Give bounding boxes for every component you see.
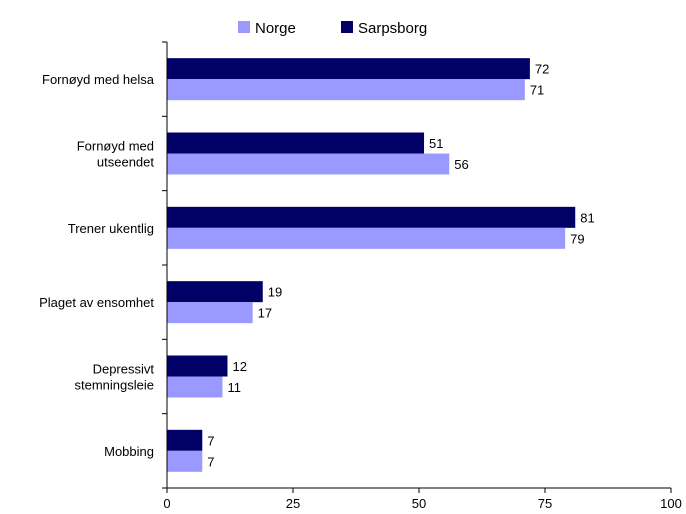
category-label-0: Fornøyd med helsa bbox=[42, 72, 155, 87]
data-label-sarpsborg-2: 81 bbox=[580, 210, 594, 225]
category-label-4: Depressivt stemningsleie bbox=[75, 362, 155, 393]
category-label-3: Plaget av ensomhet bbox=[39, 295, 154, 310]
legend-swatch-norge bbox=[238, 21, 250, 33]
bar-sarpsborg-2 bbox=[167, 206, 576, 228]
category-label-5: Mobbing bbox=[104, 444, 154, 459]
x-tick-label-100: 100 bbox=[660, 496, 682, 511]
legend-swatch-sarpsborg bbox=[341, 21, 353, 33]
data-label-sarpsborg-5: 7 bbox=[207, 433, 214, 448]
x-tick-label-50: 50 bbox=[412, 496, 426, 511]
data-label-norge-5: 7 bbox=[207, 454, 214, 469]
data-label-norge-4: 11 bbox=[227, 380, 241, 395]
data-label-sarpsborg-1: 51 bbox=[429, 136, 443, 151]
data-label-norge-2: 79 bbox=[570, 231, 584, 246]
bar-sarpsborg-3 bbox=[167, 281, 263, 303]
bar-norge-3 bbox=[167, 302, 253, 324]
axes: Fornøyd med helsa Fornøyd med utseendet Tre… bbox=[39, 41, 682, 511]
bar-norge-2 bbox=[167, 227, 566, 249]
data-label-norge-1: 56 bbox=[454, 157, 468, 172]
legend-label-sarpsborg: Sarpsborg bbox=[358, 20, 427, 37]
data-label-norge-3: 17 bbox=[258, 306, 272, 321]
bar-sarpsborg-5 bbox=[167, 429, 203, 451]
bar-sarpsborg-4 bbox=[167, 355, 228, 377]
data-label-sarpsborg-4: 12 bbox=[232, 359, 246, 374]
bars: 72 71 51 56 81 79 19 17 12 11 7 7 bbox=[167, 58, 595, 472]
bar-sarpsborg-0 bbox=[167, 58, 530, 80]
bar-norge-1 bbox=[167, 153, 450, 175]
legend: Norge Sarpsborg bbox=[238, 20, 427, 37]
bar-norge-5 bbox=[167, 450, 203, 472]
x-tick-label-75: 75 bbox=[538, 496, 552, 511]
category-label-1: Fornøyd med utseendet bbox=[77, 139, 155, 170]
x-tick-label-0: 0 bbox=[163, 496, 170, 511]
data-label-sarpsborg-0: 72 bbox=[535, 62, 549, 77]
bar-norge-4 bbox=[167, 376, 223, 398]
category-label-2: Trener ukentlig bbox=[68, 221, 154, 236]
data-label-sarpsborg-3: 19 bbox=[268, 285, 282, 300]
legend-label-norge: Norge bbox=[255, 20, 296, 37]
data-label-norge-0: 71 bbox=[530, 83, 544, 98]
bar-sarpsborg-1 bbox=[167, 132, 425, 154]
bar-norge-0 bbox=[167, 79, 525, 101]
x-tick-label-25: 25 bbox=[286, 496, 300, 511]
